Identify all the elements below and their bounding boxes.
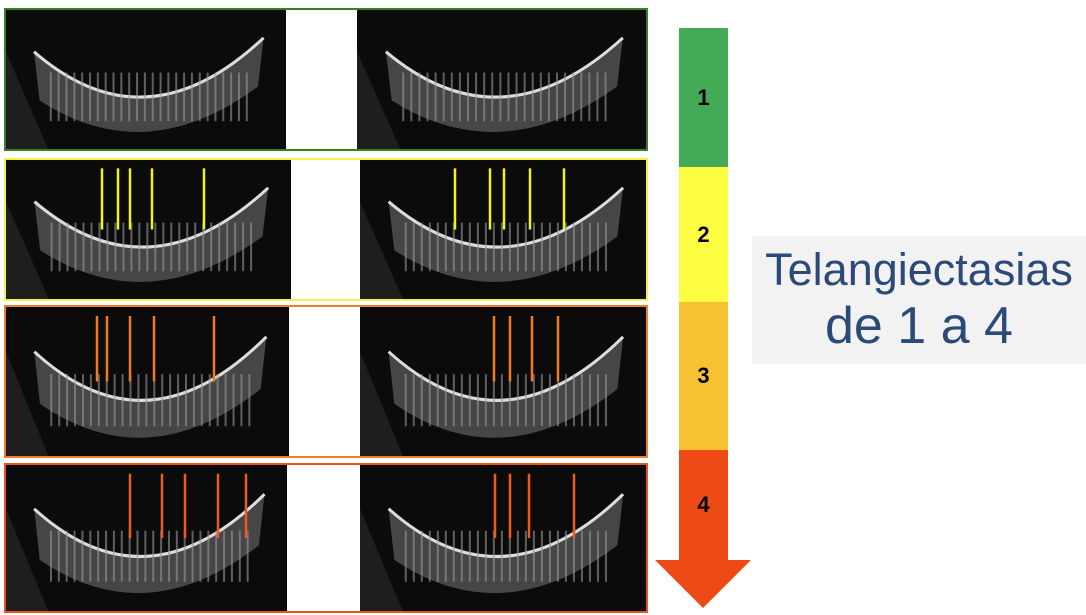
- arrow-down-icon: [655, 560, 751, 608]
- left-eyelid-image: [6, 465, 287, 611]
- grade-row-1: [4, 8, 648, 151]
- left-eyelid-image: [6, 160, 291, 299]
- title-box: Telangiectasias de 1 a 4: [752, 236, 1086, 364]
- left-eyelid-image: [6, 307, 289, 456]
- grade-row-2: [4, 158, 648, 301]
- grade-4-segment: 4: [679, 450, 728, 560]
- title-line-2: de 1 a 4: [825, 297, 1013, 355]
- grade-3-segment: 3: [679, 302, 728, 450]
- right-eyelid-image: [360, 307, 646, 456]
- grade-1-segment: 1: [679, 28, 728, 167]
- right-eyelid-image: [360, 465, 646, 611]
- left-eyelid-image: [6, 10, 286, 149]
- right-eyelid-image: [357, 10, 646, 149]
- grade-2-segment: 2: [679, 167, 728, 302]
- grade-row-4: [4, 463, 648, 613]
- title-line-1: Telangiectasias: [765, 244, 1073, 295]
- grade-row-3: [4, 305, 648, 458]
- right-eyelid-image: [360, 160, 646, 299]
